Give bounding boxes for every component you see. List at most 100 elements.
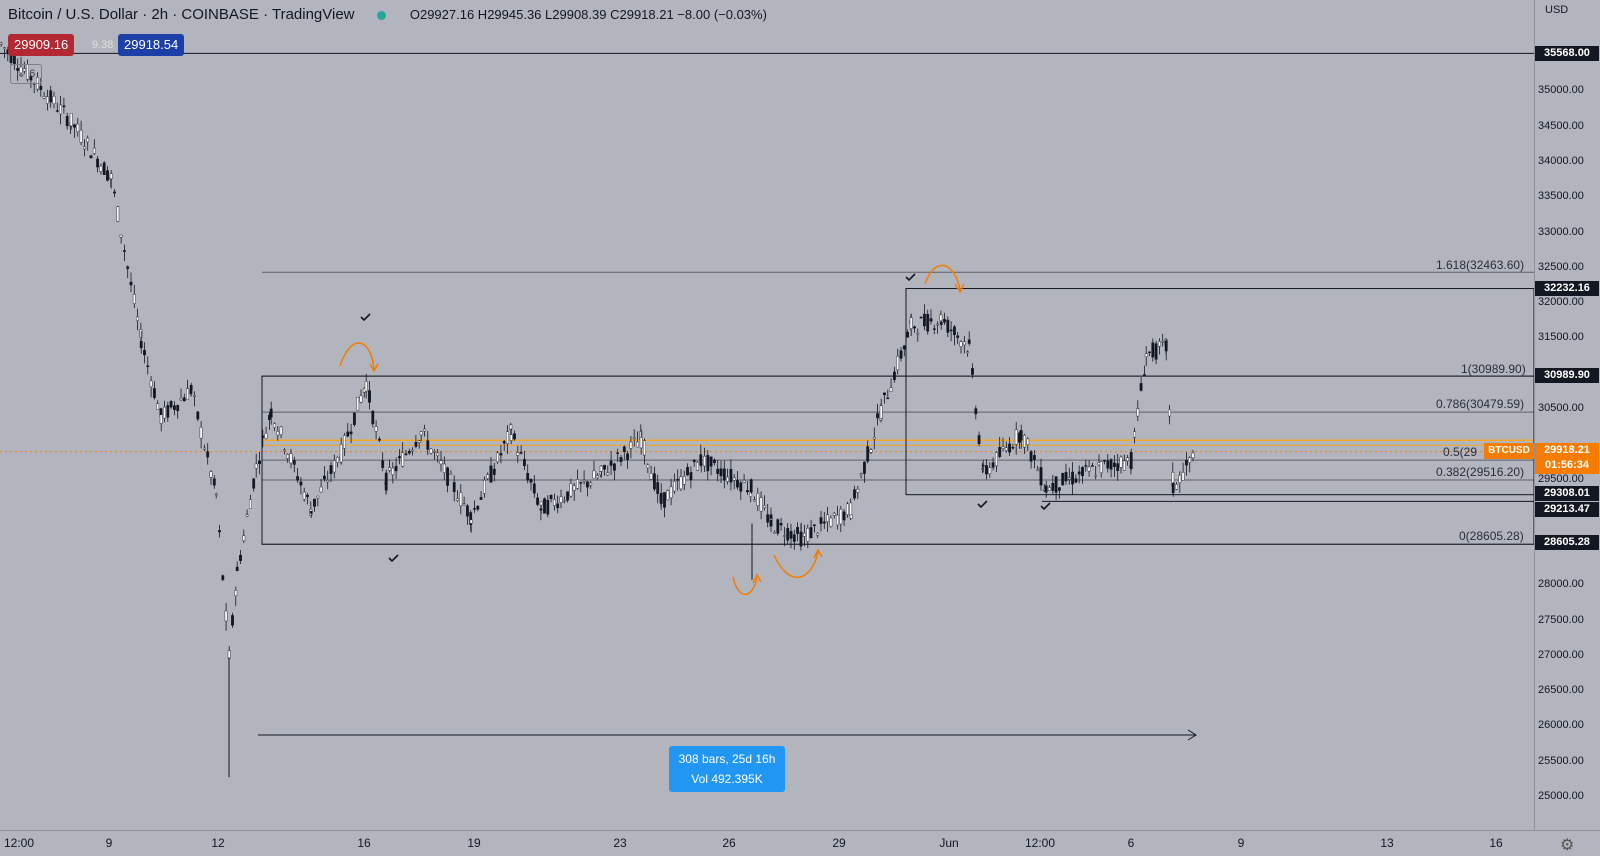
candle-body [809,527,813,539]
candle-body [739,482,743,492]
candle-body [529,479,533,483]
candle-body [549,495,553,500]
symbol-title[interactable]: Bitcoin / U.S. Dollar · 2h · COINBASE · … [8,6,355,23]
candle-body [699,463,703,466]
candle-body [1087,466,1091,472]
candle-body [506,431,509,444]
candle-body [309,511,313,514]
candle-body [59,104,63,115]
candle-body [1054,476,1058,493]
candle-body [231,615,234,626]
candle-body [227,650,231,659]
candle-body [523,459,526,467]
candle-body [1184,459,1188,466]
candle-body [182,397,186,402]
candle-body [966,351,970,353]
candle-body [559,496,563,503]
candle-body [417,440,421,443]
candle-body [364,381,368,392]
arrow-head-icon [1187,729,1197,741]
candle-body [886,397,890,400]
candle-body [339,443,343,463]
buy-price-button[interactable]: 29918.54 [118,34,185,56]
candle-body [1074,478,1078,483]
candle-body [696,461,699,471]
candle-body [502,440,506,444]
candle-body [616,452,620,454]
candle-body [1057,487,1061,491]
candle-body [939,314,943,321]
candle-body [1129,452,1133,469]
candle-body [102,162,106,175]
time-tick: 12:00 [3,836,35,850]
candle-body [1148,351,1151,353]
candle-body [283,449,286,452]
candle-body [193,395,196,397]
candle-body [113,191,116,194]
candle-body [981,464,985,467]
checkmark-icon [977,500,988,509]
reversal-arrow-icon [339,342,375,371]
candle-body [713,459,716,464]
candle-body [796,527,800,534]
candle-body [306,494,309,497]
fib-level-label: 1.618(32463.60) [1436,258,1525,272]
price-tick: 27500.00 [1538,614,1584,626]
candle-body [736,480,739,488]
time-tick: 6 [1127,836,1135,850]
candle-body [439,460,443,465]
candle-body [622,446,626,452]
candle-body [719,468,723,477]
candle-body [159,414,163,424]
candle-body [326,480,330,483]
time-tick: 12 [211,836,225,850]
candle-body [673,481,676,492]
current-price: 29918.21 [1544,444,1590,456]
candle-body [3,47,6,49]
price-tick: 32500.00 [1538,261,1584,273]
candle-body [769,518,773,520]
candle-body [329,465,333,474]
indicators-collapse-button[interactable]: ⌄ 6 [10,64,42,84]
fib-level-label: 1(30989.90) [1461,362,1526,376]
reversal-arrow-icon [773,551,819,578]
candle-body [239,554,242,561]
candle-body [29,75,33,81]
candle-body [659,493,663,504]
price-tick: 26500.00 [1538,684,1584,696]
candle-body [726,476,730,482]
candle-body [977,435,981,444]
candle-body [779,522,783,526]
currency-selector[interactable]: USD [1545,4,1569,16]
sell-price-button[interactable]: 29909.16 [8,34,75,56]
candle-body [692,459,696,463]
candle-body [872,437,876,440]
candle-body [1126,457,1130,462]
candle-body [1112,462,1116,468]
candle-body [62,105,66,108]
candle-body [332,460,336,473]
candle-body [509,424,513,430]
candle-body [991,462,995,468]
candle-body [268,414,271,420]
candle-body [749,479,753,493]
candle-body [689,472,693,481]
gear-icon[interactable]: ⚙ [1560,837,1575,854]
time-axis[interactable] [0,830,1600,856]
candle-body [849,502,853,517]
candlestick-chart[interactable] [0,0,1534,830]
candle-body [632,437,636,440]
candle-body [566,491,570,501]
candle-body [99,165,103,172]
candle-body [323,475,326,480]
price-axis[interactable] [1534,0,1600,830]
candle-body [913,326,916,329]
candle-body [0,42,3,45]
candle-body [669,486,673,499]
candle-body [1151,342,1155,358]
candle-body [579,482,583,484]
candle-body [76,123,80,132]
candle-body [1161,341,1165,343]
time-tick: 16 [357,836,371,850]
